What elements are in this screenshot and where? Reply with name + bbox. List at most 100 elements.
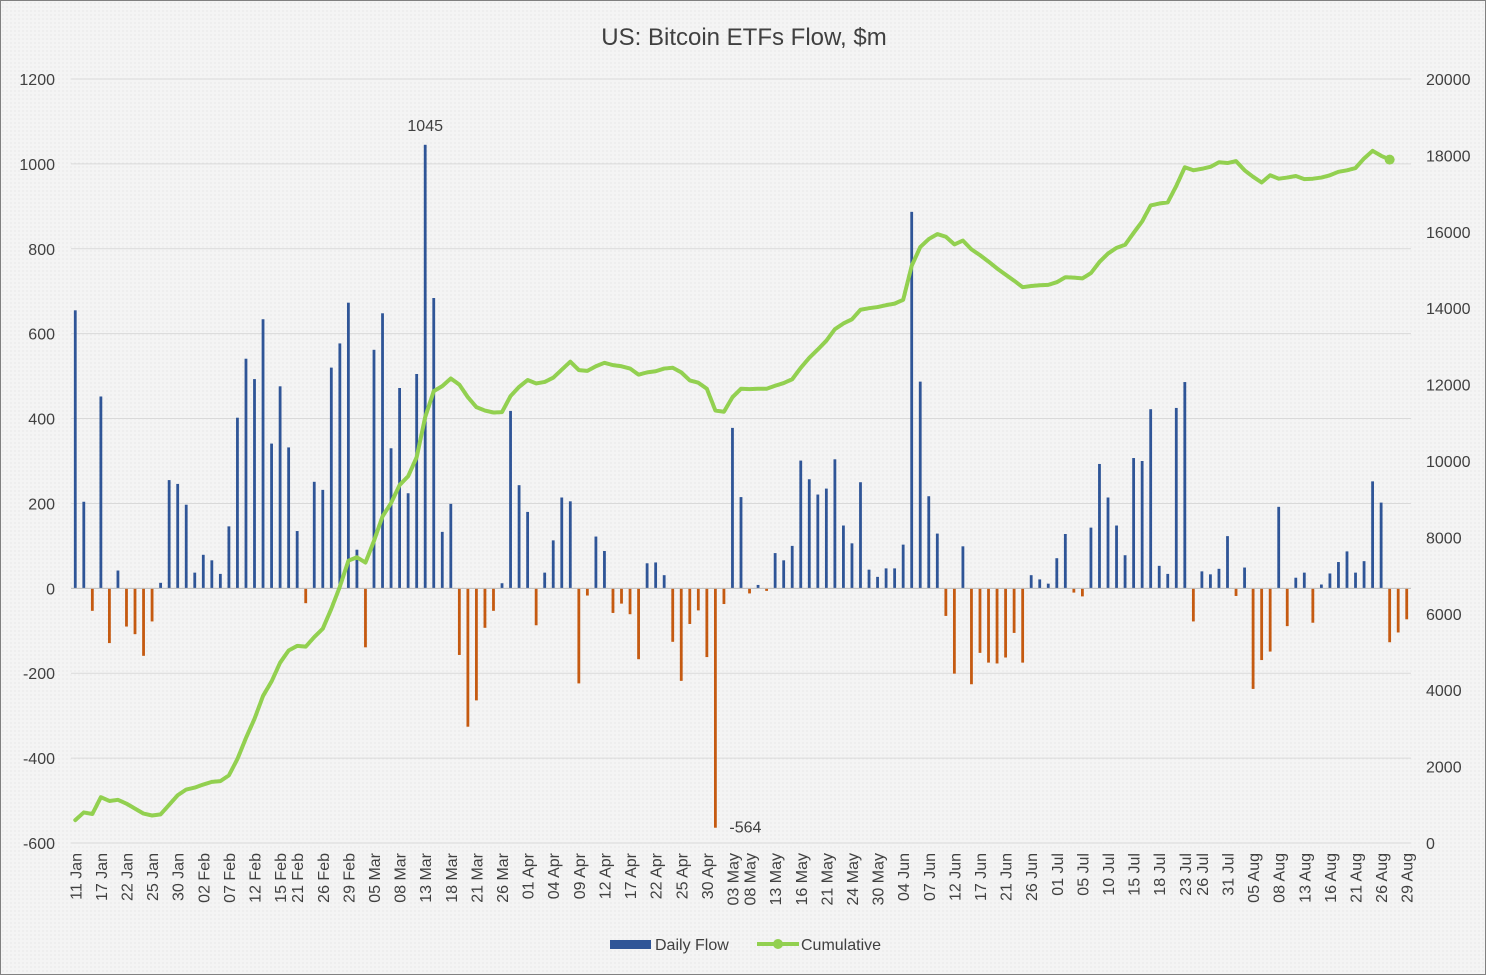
flow-bar-106 <box>978 588 982 653</box>
x-tick-label-4: 30 Jan <box>171 853 188 901</box>
legend-swatch-cumulative-marker <box>773 939 783 949</box>
flow-bar-92 <box>859 482 862 589</box>
left-tick-label-6: 600 <box>28 327 55 344</box>
flow-bar-25 <box>287 447 291 589</box>
flow-bar-62 <box>603 550 606 589</box>
x-tick-label-14: 13 Mar <box>418 852 435 902</box>
flow-bar-145 <box>1311 588 1315 623</box>
x-tick-label-21: 12 Apr <box>597 852 614 899</box>
flow-bar-130 <box>1183 382 1187 589</box>
flow-bar-7 <box>133 588 137 635</box>
flow-bar-88 <box>824 488 828 589</box>
chart-title: US: Bitcoin ETFs Flow, $m <box>601 24 886 51</box>
x-tick-label-0: 11 Jan <box>68 853 85 900</box>
x-tick-label-16: 21 Mar <box>469 852 486 902</box>
flow-bar-60 <box>585 588 589 596</box>
flow-bar-121 <box>1106 497 1110 589</box>
legend-swatch-daily-flow <box>610 940 651 949</box>
flow-bar-6 <box>125 588 128 627</box>
flow-bar-50 <box>500 583 504 589</box>
flow-bar-34 <box>364 588 367 648</box>
cumulative-line <box>73 148 1392 823</box>
flow-bar-37 <box>389 448 393 589</box>
flow-bar-117 <box>1072 588 1076 593</box>
flow-bar-109 <box>1004 588 1007 658</box>
flow-bar-150 <box>1354 572 1357 589</box>
flow-bar-22 <box>261 319 265 589</box>
flow-bar-35 <box>372 349 376 589</box>
flow-bar-152 <box>1371 481 1374 589</box>
flow-bar-135 <box>1226 536 1229 589</box>
x-tick-label-40: 05 Jul <box>1075 853 1092 896</box>
flow-bar-30 <box>329 367 333 589</box>
min-flow-label: -564 <box>729 820 761 837</box>
flow-bar-1 <box>82 501 86 589</box>
x-tick-label-49: 13 Aug <box>1297 853 1314 903</box>
flow-bar-101 <box>935 533 939 589</box>
flow-bar-33 <box>355 549 359 589</box>
left-tick-label-0: -600 <box>23 836 55 853</box>
flow-bar-70 <box>671 588 675 642</box>
flow-bar-13 <box>184 504 188 589</box>
x-tick-label-52: 26 Aug <box>1374 853 1391 903</box>
x-tick-label-8: 15 Feb <box>273 853 290 903</box>
right-tick-label-3: 6000 <box>1426 607 1462 624</box>
left-tick-label-8: 1000 <box>19 157 55 174</box>
max-flow-label: 1045 <box>407 118 443 135</box>
flow-bar-151 <box>1362 561 1366 589</box>
flow-bar-65 <box>628 588 632 615</box>
flow-bar-107 <box>987 588 990 663</box>
x-tick-label-3: 25 Jan <box>145 853 162 901</box>
x-tick-label-7: 12 Feb <box>248 853 265 903</box>
flow-bar-96 <box>893 568 897 589</box>
flow-bar-76 <box>722 588 726 605</box>
flow-bar-99 <box>918 381 922 589</box>
x-tick-label-18: 01 Apr <box>521 852 538 899</box>
flow-bar-94 <box>876 576 879 589</box>
flow-bar-134 <box>1217 568 1221 589</box>
flow-bar-3 <box>99 396 103 589</box>
x-tick-label-42: 15 Jul <box>1127 853 1144 896</box>
x-tick-label-37: 21 Jun <box>999 853 1016 901</box>
right-tick-label-8: 16000 <box>1426 225 1471 242</box>
flow-bar-11 <box>167 480 171 589</box>
x-tick-label-35: 12 Jun <box>947 853 964 901</box>
flow-bar-123 <box>1123 555 1127 589</box>
left-tick-label-5: 400 <box>28 412 55 429</box>
x-tick-label-51: 21 Aug <box>1349 853 1366 903</box>
flow-bar-77 <box>731 427 734 589</box>
flow-bar-73 <box>696 588 700 611</box>
flow-bar-42 <box>432 298 436 589</box>
flow-bar-113 <box>1038 579 1042 589</box>
data-annotations: 1045 -564 <box>407 118 761 837</box>
x-tick-label-2: 22 Jan <box>119 853 136 901</box>
flow-bar-140 <box>1268 588 1272 652</box>
flow-bar-66 <box>637 588 640 660</box>
x-tick-label-43: 18 Jul <box>1152 853 1169 896</box>
x-tick-label-28: 13 May <box>768 853 785 905</box>
flow-bar-53 <box>526 511 530 589</box>
right-axis-ticks: 0 2000 4000 6000 8000 10000 12000 14000 16000 180… <box>1426 72 1471 853</box>
x-tick-label-41: 10 Jul <box>1101 853 1118 896</box>
left-tick-label-2: -200 <box>23 666 55 683</box>
right-tick-label-5: 10000 <box>1426 454 1471 471</box>
x-tick-label-39: 01 Jul <box>1050 853 1067 896</box>
flow-bar-144 <box>1302 572 1306 589</box>
x-tick-label-33: 04 Jun <box>896 853 913 901</box>
flow-bar-137 <box>1243 567 1246 589</box>
flow-bar-31 <box>338 343 342 589</box>
flow-bar-89 <box>833 459 837 589</box>
left-tick-label-7: 800 <box>28 242 55 259</box>
flow-bar-32 <box>346 302 350 589</box>
flow-bar-12 <box>176 483 180 589</box>
x-tick-label-26: 03 May <box>725 853 742 905</box>
flow-bar-57 <box>560 497 564 589</box>
flow-bar-114 <box>1046 583 1050 589</box>
flow-bar-59 <box>577 588 581 684</box>
flow-bar-85 <box>799 460 803 589</box>
flow-bar-75 <box>713 588 717 828</box>
flow-bar-103 <box>952 588 956 674</box>
daily-flow-bars <box>73 144 1409 828</box>
flow-bar-81 <box>765 588 769 591</box>
